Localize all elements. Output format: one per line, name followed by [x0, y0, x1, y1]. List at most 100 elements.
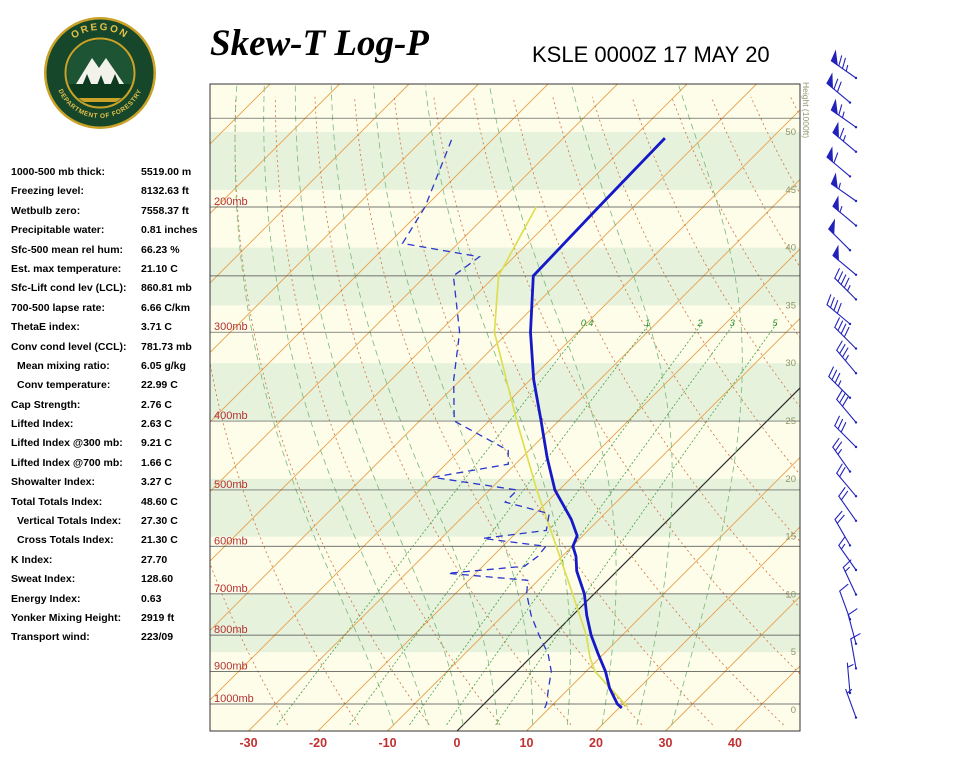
wind-barb	[832, 437, 852, 473]
stat-row: Cap Strength: 2.76 C	[11, 399, 219, 418]
wind-barb	[830, 172, 858, 203]
stat-label: Lifted Index @300 mb:	[11, 437, 123, 450]
stat-value: 3.27 C	[141, 476, 172, 489]
stat-row: Yonker Mixing Height: 2919 ft	[11, 612, 219, 631]
pressure-label: 200mb	[214, 196, 248, 208]
stat-label: Cap Strength:	[11, 398, 81, 411]
isotherm-line	[317, 248, 800, 731]
mixing-ratio-label: 3	[730, 318, 735, 328]
isotherm-line	[210, 84, 688, 562]
logo-mountain-scene	[67, 58, 133, 106]
wind-barb	[834, 317, 858, 350]
stat-value: 8132.63 ft	[141, 185, 189, 198]
wind-barb	[845, 688, 858, 719]
wind-barb	[826, 146, 852, 178]
stat-value: 5519.00 m	[141, 166, 192, 178]
odf-logo: OREGON DEPARTMENT OF FORESTRY	[42, 14, 158, 132]
stat-label: Lifted Index @700 mb:	[11, 456, 123, 469]
stat-label: Energy Index:	[11, 592, 81, 605]
isotherm-line	[210, 84, 549, 423]
stat-row: Est. max temperature: 21.10 C	[11, 263, 219, 282]
height-axis-label: 10	[785, 589, 796, 600]
stat-row: Wetbulb zero: 7558.37 ft	[11, 205, 219, 224]
wind-barb	[838, 487, 858, 522]
stat-value: 3.71 C	[141, 321, 172, 334]
dry-adiabat-line	[210, 360, 359, 726]
dry-adiabat-line	[274, 96, 501, 726]
stat-label: Transport wind:	[11, 631, 90, 644]
stat-label: Cross Totals Index:	[17, 534, 114, 547]
temp-axis-label: -30	[239, 736, 257, 750]
moist-adiabat-line	[263, 85, 429, 726]
stat-row: Cross Totals Index: 21.30 C	[11, 534, 219, 553]
temp-axis-label: 40	[728, 736, 742, 750]
dry-adiabat-line	[210, 562, 288, 726]
stat-label: Est. max temperature:	[11, 262, 122, 275]
stat-value: 22.99 C	[141, 379, 178, 392]
stat-value: 128.60	[141, 573, 174, 586]
stat-row: Lifted Index @300 mb: 9.21 C	[11, 437, 219, 456]
stat-value: 223/09	[141, 631, 174, 644]
wind-barb	[838, 536, 858, 572]
pressure-label: 1000mb	[214, 693, 254, 705]
height-axis-label: 25	[785, 416, 796, 427]
wind-barb	[834, 268, 858, 301]
isotherm-line	[210, 109, 800, 701]
stat-row: Showalter Index: 3.27 C	[11, 476, 219, 495]
isotherm-line	[210, 84, 618, 493]
height-axis-title: Height (1000ft)	[801, 82, 811, 138]
isotherm-line	[526, 456, 800, 731]
tree-icon	[82, 74, 92, 86]
height-axis-label: 20	[785, 474, 796, 485]
wind-barb	[850, 633, 861, 670]
stat-label: Yonker Mixing Height:	[11, 611, 122, 624]
wind-barb	[828, 366, 852, 399]
height-axis-label: 30	[785, 358, 796, 369]
tree-icon	[96, 75, 106, 88]
dewpoint-trace	[401, 137, 552, 709]
wind-barb	[826, 294, 852, 326]
pressure-label: 800mb	[214, 624, 248, 636]
page-title: Skew-T Log-P	[210, 23, 429, 64]
stat-label: Precipitable water:	[11, 224, 105, 237]
stat-row: Conv cond level (CCL): 781.73 mb	[11, 341, 219, 360]
height-axis-label: 50	[785, 127, 796, 138]
stat-row: Precipitable water: 0.81 inches	[11, 224, 219, 243]
height-axis-label: 0	[791, 705, 796, 716]
moist-adiabat-line	[489, 85, 617, 725]
mixing-ratio-label: 2	[696, 318, 702, 328]
pressure-label: 300mb	[214, 321, 248, 333]
pressure-label: 700mb	[214, 583, 248, 595]
mixing-ratio-line	[409, 321, 704, 726]
stat-row: Sfc-Lift cond lev (LCL): 860.81 mb	[11, 282, 219, 301]
wind-barb	[836, 389, 858, 424]
stat-value: 21.10 C	[141, 262, 178, 275]
moist-adiabat-line	[571, 85, 673, 725]
stat-label: Lifted Index:	[11, 418, 74, 431]
wind-barb	[839, 583, 852, 621]
stat-value: 21.30 C	[141, 534, 178, 547]
temperature-trace	[529, 137, 666, 710]
stat-label: Showalter Index:	[11, 476, 96, 489]
stat-row: Lifted Index: 2.63 C	[11, 418, 219, 437]
temp-axis-label: -20	[309, 736, 327, 750]
stat-value: 7558.37 ft	[141, 204, 189, 217]
stat-value: 27.30 C	[141, 515, 178, 528]
stat-label: 700-500 lapse rate:	[11, 301, 105, 314]
temp-axis-label: -10	[378, 736, 396, 750]
stat-value: 0.81 inches	[141, 224, 198, 237]
pressure-label: 600mb	[214, 535, 248, 547]
stat-value: 2.76 C	[141, 398, 172, 411]
stat-label: ThetaE index:	[11, 321, 80, 334]
height-axis-label: 15	[785, 532, 796, 543]
stat-value: 2919 ft	[141, 611, 175, 624]
dry-adiabat-line	[314, 96, 572, 726]
stat-row: Vertical Totals Index: 27.30 C	[11, 515, 219, 534]
mixing-ratio-label: 5	[772, 318, 778, 328]
stat-row: Sfc-500 mean rel hum: 66.23 %	[11, 244, 219, 263]
stat-row: K Index: 27.70	[11, 554, 219, 573]
temp-axis-label: 0	[454, 736, 461, 750]
stat-label: Sweat Index:	[11, 573, 76, 586]
stat-label: Freezing level:	[11, 185, 84, 198]
